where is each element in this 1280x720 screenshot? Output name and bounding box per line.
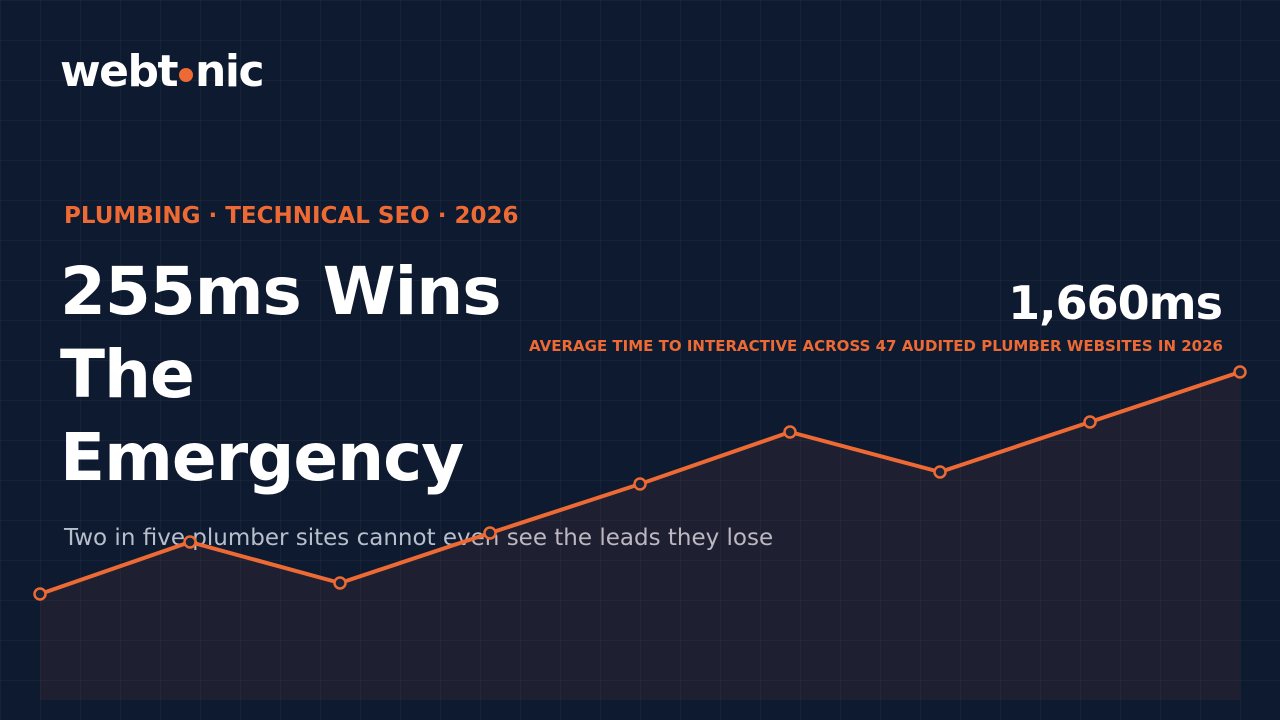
trend-area	[40, 372, 1240, 700]
title-line: 255ms Wins	[60, 253, 501, 330]
stat-value: 1,660ms	[1008, 276, 1223, 330]
logo-dot	[179, 67, 194, 82]
trend-points	[33, 365, 1247, 601]
logo-text: nic	[195, 46, 265, 97]
title-line: The	[60, 336, 195, 413]
title-line: Emergency	[60, 419, 464, 496]
title: 255ms Wins The Emergency	[60, 250, 501, 499]
logo-text: webt	[60, 46, 179, 97]
stat-caption: AVERAGE TIME TO INTERACTIVE ACROSS 47 AU…	[529, 337, 1223, 355]
eyebrow: PLUMBING · TECHNICAL SEO · 2026	[64, 203, 519, 229]
logo: webt nic	[60, 46, 265, 97]
